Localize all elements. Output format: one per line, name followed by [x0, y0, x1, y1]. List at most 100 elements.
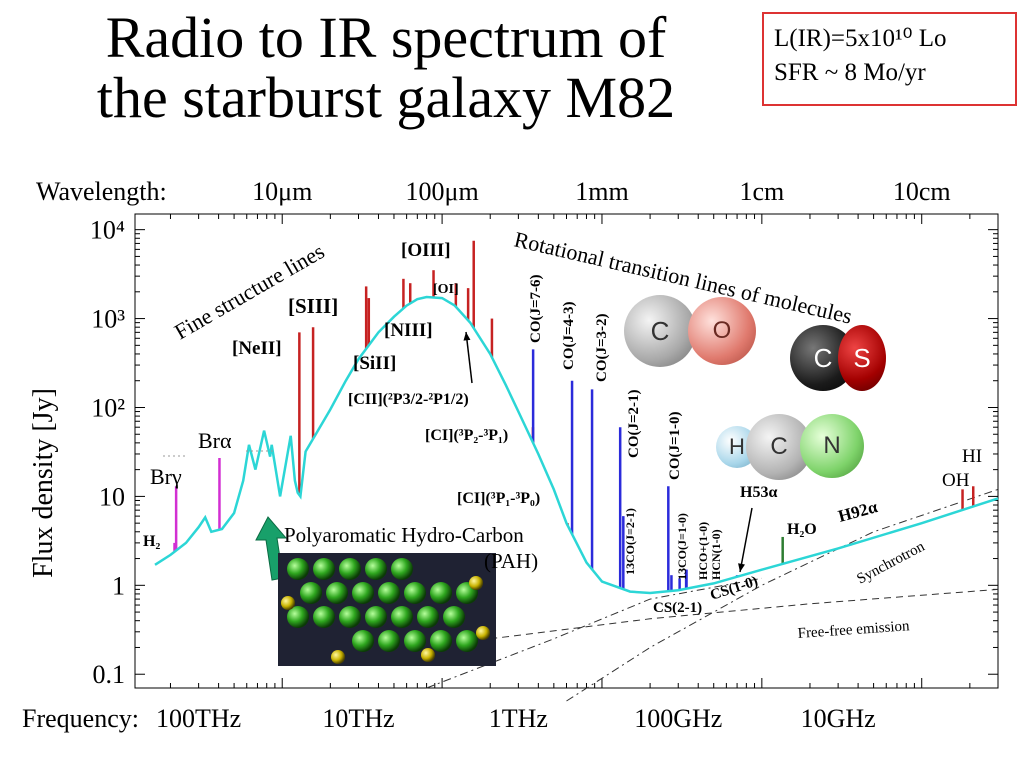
- frequency-tick-label: 100THz: [156, 704, 241, 733]
- frequency-tick-label: 1THz: [489, 704, 548, 733]
- wavelength-tick-label: 10μm: [252, 177, 312, 206]
- spectral-line-label: HI: [962, 446, 982, 467]
- spectral-line-label: CO(J=7-6): [528, 274, 544, 343]
- spectral-line-label: Brα: [198, 428, 232, 453]
- nitrogen-atom: N: [800, 414, 864, 478]
- spectral-line-label: Brγ: [150, 464, 182, 489]
- carbon-atom-ball: [430, 582, 452, 604]
- frequency-tick-label: 10GHz: [801, 704, 876, 733]
- h53-arrow-head: [738, 563, 745, 572]
- spectral-line-label: CO(J=3-2): [594, 313, 610, 382]
- y-tick-label: 1: [112, 571, 125, 600]
- y-tick-label: 0.1: [93, 660, 126, 689]
- spectral-line-label: 13CO(J=2-1): [623, 508, 637, 575]
- carbon-atom-ball: [378, 630, 400, 652]
- synchrotron-curve: [566, 488, 999, 702]
- wavelength-tick-label: 10cm: [893, 177, 951, 206]
- carbon-atom-ball: [404, 582, 426, 604]
- hydrogen-atom-ball: [476, 626, 490, 640]
- hydrogen-atom-ball: [281, 596, 295, 610]
- pah-label: Polyaromatic Hydro-Carbon (PAH): [284, 522, 538, 574]
- frequency-tick-label: 100GHz: [634, 704, 722, 733]
- hcn-molecule-illustration: H C N: [716, 410, 866, 480]
- h53-arrow: [739, 507, 753, 573]
- carbon-atom-ball: [456, 630, 478, 652]
- carbon-atom-ball: [352, 582, 374, 604]
- carbon-atom-ball: [443, 606, 465, 628]
- hydrogen-atom-ball: [469, 576, 483, 590]
- hydrogen-atom-ball: [331, 650, 345, 664]
- carbon-atom-ball: [352, 630, 374, 652]
- spectral-line-label: [OI]: [433, 282, 459, 297]
- frequency-tick-label: 10THz: [322, 704, 394, 733]
- slide-title: Radio to IR spectrum of the starburst ga…: [36, 8, 736, 128]
- wavelength-tick-label: 100μm: [406, 177, 479, 206]
- y-tick-label: 10²: [91, 393, 125, 422]
- spectral-line-label: H₂O: [787, 521, 817, 538]
- ci-arrow: [465, 331, 473, 384]
- spectral-line-label: 13CO(J=1-0): [675, 513, 689, 580]
- pah-molecule-graphic: [281, 558, 490, 664]
- spectral-line-label: CO(J=2-1): [626, 389, 642, 458]
- hydrogen-atom-ball: [421, 648, 435, 662]
- pah-molecule-image: [278, 553, 496, 666]
- spectral-line-label: H92α: [836, 497, 880, 526]
- oxygen-atom: O: [688, 297, 756, 365]
- spectral-line-label: CO(J=4-3): [561, 301, 577, 370]
- frequency-axis-label: Frequency:: [22, 704, 139, 733]
- carbon-atom-ball: [313, 558, 335, 580]
- y-tick-label: 10⁴: [90, 216, 125, 245]
- y-axis-label: Flux density [Jy]: [28, 388, 59, 578]
- carbon-atom-ball: [326, 582, 348, 604]
- carbon-atom: C: [624, 295, 696, 367]
- free-free-curve: [490, 588, 999, 640]
- carbon-atom-ball: [430, 630, 452, 652]
- wavelength-tick-label: 1mm: [575, 177, 628, 206]
- spectral-line-label: [SiII]: [353, 353, 396, 374]
- spectral-line-label: [OIII]: [401, 240, 451, 261]
- sulfur-atom: S: [838, 325, 886, 391]
- wavelength-tick-label: 1cm: [739, 177, 784, 206]
- pah-label-line-2: (PAH): [484, 549, 539, 573]
- title-line-1: Radio to IR spectrum of: [105, 5, 667, 70]
- carbon-atom-ball: [339, 606, 361, 628]
- free-free-label: Free-free emission: [797, 618, 910, 642]
- co-molecule-illustration: C O: [624, 295, 764, 367]
- carbon-atom-ball: [300, 582, 322, 604]
- carbon-atom-ball: [417, 606, 439, 628]
- spectral-line-label: H53α: [740, 484, 777, 501]
- spectral-line-label: HCN(1-0): [709, 529, 723, 580]
- carbon-atom-ball: [287, 558, 309, 580]
- spectral-line-label: [NIII]: [384, 320, 433, 341]
- carbon-atom-ball: [365, 558, 387, 580]
- info-line-1: L(IR)=5x10¹⁰ Lo: [774, 25, 947, 52]
- info-line-2: SFR ~ 8 Mo/yr: [774, 59, 926, 86]
- title-line-2: the starburst galaxy M82: [96, 65, 676, 130]
- spectral-line-label: OH: [942, 470, 970, 491]
- y-tick-label: 10³: [91, 305, 125, 334]
- carbon-atom-ball: [391, 606, 413, 628]
- spectral-line-label: HCO+(1-0): [696, 522, 710, 580]
- spectral-line-label: CO(J=1-0): [667, 411, 683, 480]
- spectral-line-label: [SIII]: [288, 294, 338, 318]
- carbon-atom-ball: [378, 582, 400, 604]
- spectral-line-label: [CII](²P3/2-²P1/2): [348, 391, 469, 408]
- carbon-atom-ball: [339, 558, 361, 580]
- ci-arrow-head: [463, 332, 471, 341]
- cs-molecule-illustration: C S: [790, 323, 890, 393]
- synchrotron-label: Synchrotron: [854, 538, 927, 587]
- spectral-line-label: H₂: [143, 533, 160, 550]
- y-tick-label: 10: [99, 482, 125, 511]
- carbon-atom-ball: [365, 606, 387, 628]
- spectral-line-label: [NeII]: [232, 338, 282, 359]
- carbon-atom-ball: [313, 606, 335, 628]
- fine-structure-label: Fine structure lines: [170, 238, 329, 344]
- luminosity-info-box: L(IR)=5x10¹⁰ Lo SFR ~ 8 Mo/yr: [762, 12, 1017, 106]
- carbon-atom-ball: [287, 606, 309, 628]
- pah-label-line-1: Polyaromatic Hydro-Carbon: [284, 523, 524, 547]
- carbon-atom-ball: [404, 630, 426, 652]
- spectral-line-label: [CI](³P₁-³P₀): [457, 490, 540, 507]
- spectral-line-label: [CI](³P₂-³P₁): [425, 427, 508, 444]
- wavelength-axis-label: Wavelength:: [36, 177, 167, 206]
- carbon-atom-ball: [391, 558, 413, 580]
